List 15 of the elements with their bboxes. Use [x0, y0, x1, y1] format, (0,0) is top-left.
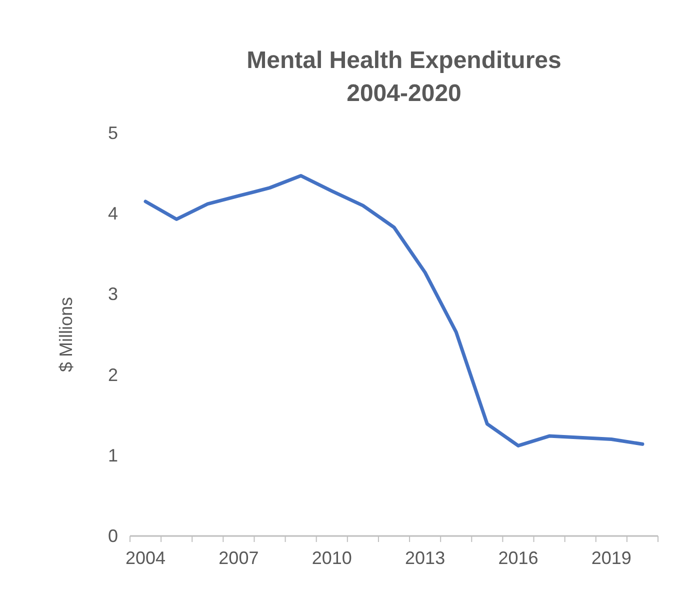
chart-title: Mental Health Expenditures 2004-2020 [246, 47, 562, 107]
x-tick-label: 2007 [218, 548, 259, 568]
y-tick-label: 3 [108, 284, 118, 304]
y-axis-title: $ Millions [56, 296, 76, 372]
y-tick-label: 4 [108, 204, 118, 224]
x-tick-label: 2004 [126, 548, 166, 568]
y-tick-label: 1 [108, 445, 118, 466]
x-tick-label: 2016 [498, 548, 538, 568]
y-tick-label: 5 [108, 123, 118, 143]
x-tick-label: 2013 [405, 548, 446, 568]
y-tick-label: 0 [108, 526, 118, 546]
y-tick-label: 2 [108, 364, 118, 385]
x-tick-label: 2019 [591, 548, 632, 568]
line-series [144, 174, 644, 448]
x-tick-label: 2010 [312, 548, 352, 568]
